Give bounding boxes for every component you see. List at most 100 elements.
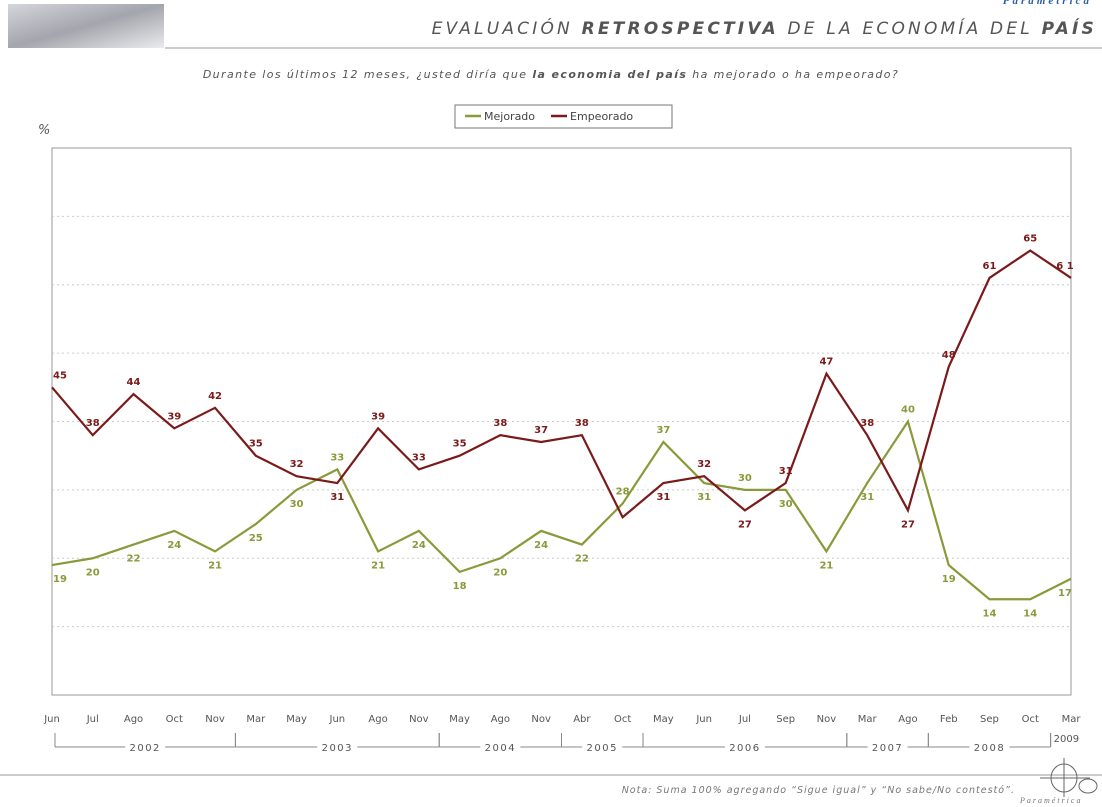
header-image (8, 4, 164, 48)
data-label: 32 (697, 459, 711, 470)
footer-logo (1040, 758, 1098, 797)
x-tick-label: Jun (329, 714, 346, 725)
data-label: 33 (412, 452, 426, 463)
x-tick-label: Mar (858, 714, 878, 725)
legend-label: Empeorado (570, 110, 633, 123)
series-line (51, 418, 1072, 601)
data-label: 17 (1058, 588, 1072, 599)
data-label: 20 (493, 567, 507, 578)
data-label: 38 (86, 418, 100, 429)
year-label: 2007 (872, 743, 903, 754)
data-label: 31 (656, 492, 670, 503)
data-label: 38 (493, 418, 507, 429)
x-tick-label: Nov (817, 714, 837, 725)
text-segment: la economia del país (532, 68, 687, 81)
data-label: 21 (208, 560, 222, 571)
data-label: 6 1 (1056, 261, 1073, 272)
x-tick-label: Jun (43, 714, 60, 725)
data-label: 39 (167, 411, 181, 422)
data-label: 32 (290, 459, 304, 470)
x-tick-label: Nov (531, 714, 551, 725)
data-label: 21 (819, 560, 833, 571)
x-tick-label: Nov (409, 714, 429, 725)
data-label: 38 (860, 418, 874, 429)
data-label: 31 (860, 492, 874, 503)
data-label: 48 (942, 350, 956, 361)
data-label: 65 (1023, 234, 1037, 245)
data-label: 30 (738, 473, 752, 484)
data-label: 27 (738, 519, 752, 530)
data-label: 42 (208, 391, 222, 402)
note: Nota: Suma 100% agregando “Sigue igual” … (622, 785, 1015, 796)
data-label: 24 (412, 540, 426, 551)
chart-title: EVALUACIÓN RETROSPECTIVA DE LA ECONOMÍA … (432, 17, 1097, 39)
data-label: 31 (779, 466, 793, 477)
data-label: 24 (534, 540, 548, 551)
x-tick-label: Mar (246, 714, 266, 725)
x-tick-label: Oct (614, 714, 631, 725)
data-label: 31 (330, 492, 344, 503)
year-label: 2006 (729, 743, 760, 754)
data-label: 61 (983, 261, 997, 272)
data-label: 45 (53, 370, 67, 381)
year-label: 2008 (974, 743, 1005, 754)
text-segment: ha mejorado o ha empeorado? (687, 68, 899, 81)
data-label: 40 (901, 405, 915, 416)
x-tick-label: Oct (166, 714, 183, 725)
data-label: 14 (983, 608, 997, 619)
x-tick-label: May (286, 714, 307, 725)
data-label: 21 (371, 560, 385, 571)
y-axis-label: % (38, 123, 50, 138)
data-label: 35 (453, 439, 467, 450)
legend-label: Mejorado (484, 110, 535, 123)
brand: Paramétrica (1003, 0, 1092, 7)
x-tick-label: Ago (898, 714, 917, 725)
x-tick-label: Jul (738, 714, 751, 725)
data-label: 27 (901, 519, 915, 530)
data-label: 30 (290, 499, 304, 510)
data-label: 39 (371, 411, 385, 422)
data-label: 38 (575, 418, 589, 429)
text-segment: Durante los últimos 12 meses, ¿usted dir… (203, 68, 533, 81)
x-tick-label: Ago (124, 714, 143, 725)
year-label: 2005 (587, 743, 618, 754)
text-segment: PAÍS (1042, 17, 1097, 39)
year-label: 2004 (485, 743, 516, 754)
data-label: 22 (575, 554, 589, 565)
x-tick-label: May (653, 714, 674, 725)
data-label: 37 (656, 425, 670, 436)
x-tick-label: Sep (776, 714, 795, 725)
subtitle: Durante los últimos 12 meses, ¿usted dir… (203, 68, 899, 81)
data-label: 44 (127, 377, 141, 388)
series-line (51, 249, 1072, 519)
x-tick-label: Feb (940, 714, 958, 725)
x-tick-label: Ago (368, 714, 387, 725)
data-label: 24 (167, 540, 181, 551)
data-label: 33 (330, 452, 344, 463)
data-label: 22 (127, 554, 141, 565)
x-tick-label: Jun (695, 714, 712, 725)
x-tick-label: Abr (573, 714, 591, 725)
data-label: 14 (1023, 608, 1037, 619)
year-label: 2003 (322, 743, 353, 754)
year-label: 2002 (129, 743, 160, 754)
x-tick-label: Nov (205, 714, 225, 725)
text-segment: DE LA ECONOMÍA DEL (779, 17, 1042, 39)
data-label: 18 (453, 581, 467, 592)
data-label: 37 (534, 425, 548, 436)
data-label: 47 (819, 357, 833, 368)
footer-brand: Paramétrica (1019, 796, 1082, 805)
x-tick-label: May (449, 714, 470, 725)
x-tick-label: Ago (491, 714, 510, 725)
data-label: 25 (249, 533, 263, 544)
text-segment: RETROSPECTIVA (582, 19, 779, 39)
data-label: 19 (53, 574, 67, 585)
year-label: 2009 (1054, 734, 1079, 745)
text-segment: EVALUACIÓN (432, 17, 582, 39)
data-label: 31 (697, 492, 711, 503)
x-tick-label: Sep (980, 714, 999, 725)
data-label: 20 (86, 567, 100, 578)
data-label: 19 (942, 574, 956, 585)
x-tick-label: Mar (1062, 714, 1082, 725)
